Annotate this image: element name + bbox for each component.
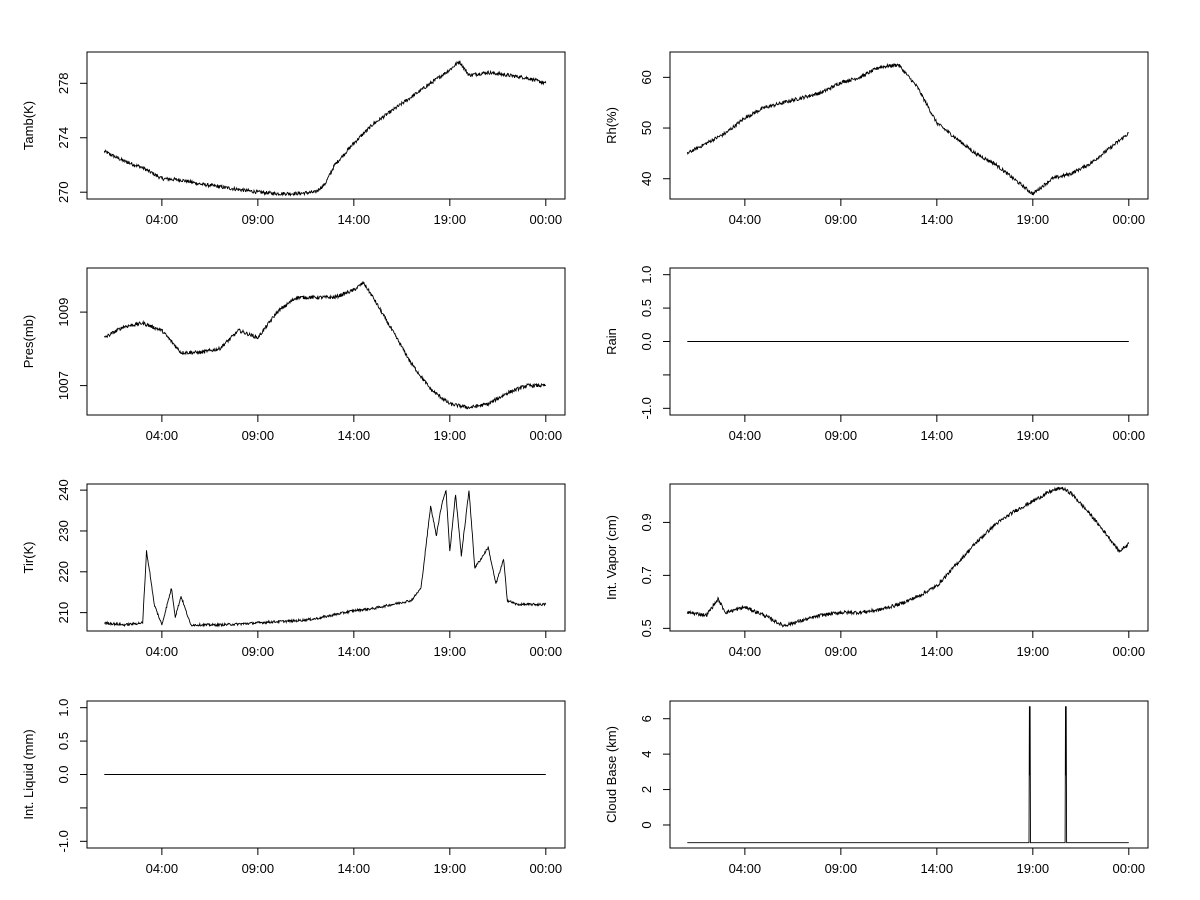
y-tick-label-liquid-0: -1.0 — [56, 830, 71, 852]
y-tick-label-tamb-1: 274 — [56, 127, 71, 149]
x-tick-label-tir-2: 14:00 — [338, 644, 371, 659]
panel-tamb: 04:00 09:00 14:00 19:00 00:00 270 274 278 Tamb(K… — [21, 51, 566, 227]
x-tick-label-cloudbase-3: 19:00 — [1017, 861, 1050, 876]
panel-rh: 04:00 09:00 14:00 19:00 00:00 40 50 60 Rh(%) — [604, 51, 1149, 227]
y-axis-title-tamb: Tamb(K) — [21, 101, 36, 150]
y-tick-label-rain-4: 1.0 — [639, 266, 654, 284]
x-tick-label-rain-1: 09:00 — [825, 428, 858, 443]
y-tick-label-tamb-2: 278 — [56, 72, 71, 94]
panel-rain: 04:00 09:00 14:00 19:00 00:00 -1.0 0.0 0.5 1.0 Ra… — [604, 266, 1149, 443]
panel-pres: 04:00 09:00 14:00 19:00 00:00 1007 1009 Pres(mb… — [21, 267, 566, 443]
x-tick-label-pres-3: 19:00 — [434, 428, 467, 443]
x-tick-label-tir-3: 19:00 — [434, 644, 467, 659]
x-tick-label-pres-2: 14:00 — [338, 428, 371, 443]
x-tick-label-rh-1: 09:00 — [825, 212, 858, 227]
y-tick-label-rain-3: 0.5 — [639, 299, 654, 317]
series-line-tir-0 — [104, 489, 547, 628]
y-tick-label-cloudbase-2: 4 — [639, 751, 654, 758]
plot-frame-tir — [86, 483, 566, 632]
x-tick-label-pres-0: 04:00 — [146, 428, 179, 443]
y-tick-label-liquid-3: 0.5 — [56, 732, 71, 750]
series-line-rh-0 — [686, 62, 1130, 196]
x-tick-label-cloudbase-2: 14:00 — [921, 861, 954, 876]
y-tick-label-cloudbase-3: 6 — [639, 715, 654, 722]
x-tick-label-rain-4: 00:00 — [1113, 428, 1146, 443]
x-tick-label-rh-0: 04:00 — [729, 212, 762, 227]
x-tick-label-vapor-1: 09:00 — [825, 644, 858, 659]
y-tick-label-rh-2: 60 — [639, 70, 654, 84]
x-tick-label-tir-4: 00:00 — [530, 644, 563, 659]
y-axis-title-rain: Rain — [604, 328, 619, 355]
series-line-pres-0 — [103, 281, 547, 410]
y-tick-label-pres-1: 1009 — [56, 298, 71, 327]
y-tick-label-tir-3: 240 — [56, 479, 71, 501]
x-tick-label-tir-1: 09:00 — [242, 644, 275, 659]
y-tick-label-rh-1: 50 — [639, 121, 654, 135]
x-tick-label-cloudbase-0: 04:00 — [729, 861, 762, 876]
x-tick-label-tamb-1: 09:00 — [242, 212, 275, 227]
x-tick-label-liquid-0: 04:00 — [146, 861, 179, 876]
x-tick-label-liquid-1: 09:00 — [242, 861, 275, 876]
x-tick-label-tamb-2: 14:00 — [338, 212, 371, 227]
y-tick-label-rh-0: 40 — [639, 171, 654, 185]
y-tick-label-rain-0: -1.0 — [639, 397, 654, 419]
panel-vapor: 04:00 09:00 14:00 19:00 00:00 0.5 0.7 0.9 Int. V… — [604, 483, 1149, 659]
x-tick-label-cloudbase-1: 09:00 — [825, 861, 858, 876]
series-line-tamb-0 — [103, 60, 547, 197]
plot-frame-vapor — [669, 483, 1149, 632]
series-line-cloudbase-0 — [687, 706, 1129, 844]
x-tick-label-vapor-0: 04:00 — [729, 644, 762, 659]
x-tick-label-rh-2: 14:00 — [921, 212, 954, 227]
panel-liquid: 04:00 09:00 14:00 19:00 00:00 -1.0 0.0 0.5 1.0 In… — [21, 699, 566, 876]
x-tick-label-tamb-3: 19:00 — [434, 212, 467, 227]
y-tick-label-tir-2: 230 — [56, 520, 71, 542]
x-tick-label-rh-3: 19:00 — [1017, 212, 1050, 227]
x-tick-label-pres-1: 09:00 — [242, 428, 275, 443]
y-tick-label-liquid-4: 1.0 — [56, 699, 71, 717]
panel-cloudbase: 04:00 09:00 14:00 19:00 00:00 0 2 4 6 Cloud Base … — [604, 700, 1149, 876]
plot-frame-rh — [669, 51, 1149, 200]
y-tick-label-vapor-0: 0.5 — [639, 619, 654, 637]
x-tick-label-rain-0: 04:00 — [729, 428, 762, 443]
plot-frame-pres — [86, 267, 566, 416]
x-tick-label-pres-4: 00:00 — [530, 428, 563, 443]
x-tick-label-vapor-4: 00:00 — [1113, 644, 1146, 659]
x-tick-label-liquid-2: 14:00 — [338, 861, 371, 876]
y-tick-label-pres-0: 1007 — [56, 371, 71, 400]
x-tick-label-cloudbase-4: 00:00 — [1113, 861, 1146, 876]
x-tick-label-liquid-4: 00:00 — [530, 861, 563, 876]
y-axis-title-liquid: Int. Liquid (mm) — [21, 729, 36, 819]
y-tick-label-rain-2: 0.0 — [639, 332, 654, 350]
y-tick-label-vapor-2: 0.9 — [639, 513, 654, 531]
y-tick-label-cloudbase-0: 0 — [639, 821, 654, 828]
x-tick-label-liquid-3: 19:00 — [434, 861, 467, 876]
y-axis-title-rh: Rh(%) — [604, 107, 619, 144]
y-axis-title-cloudbase: Cloud Base (km) — [604, 726, 619, 823]
y-tick-label-tamb-0: 270 — [56, 181, 71, 203]
y-tick-label-vapor-1: 0.7 — [639, 566, 654, 584]
y-tick-label-tir-1: 220 — [56, 561, 71, 583]
y-tick-label-tir-0: 210 — [56, 602, 71, 624]
x-tick-label-rain-3: 19:00 — [1017, 428, 1050, 443]
y-axis-title-pres: Pres(mb) — [21, 315, 36, 368]
y-tick-label-liquid-2: 0.0 — [56, 765, 71, 783]
x-tick-label-tir-0: 04:00 — [146, 644, 179, 659]
x-tick-label-vapor-3: 19:00 — [1017, 644, 1050, 659]
x-tick-label-tamb-4: 00:00 — [530, 212, 563, 227]
x-tick-label-tamb-0: 04:00 — [146, 212, 179, 227]
y-axis-title-tir: Tir(K) — [21, 541, 36, 573]
series-line-vapor-0 — [686, 486, 1130, 628]
panel-tir: 04:00 09:00 14:00 19:00 00:00 210 220 230 240 Tir… — [21, 479, 566, 659]
plot-frame-tamb — [86, 51, 566, 200]
y-axis-title-vapor: Int. Vapor (cm) — [604, 515, 619, 600]
plot-frame-cloudbase — [669, 700, 1149, 849]
x-tick-label-rh-4: 00:00 — [1113, 212, 1146, 227]
x-tick-label-vapor-2: 14:00 — [921, 644, 954, 659]
y-tick-label-cloudbase-1: 2 — [639, 786, 654, 793]
x-tick-label-rain-2: 14:00 — [921, 428, 954, 443]
